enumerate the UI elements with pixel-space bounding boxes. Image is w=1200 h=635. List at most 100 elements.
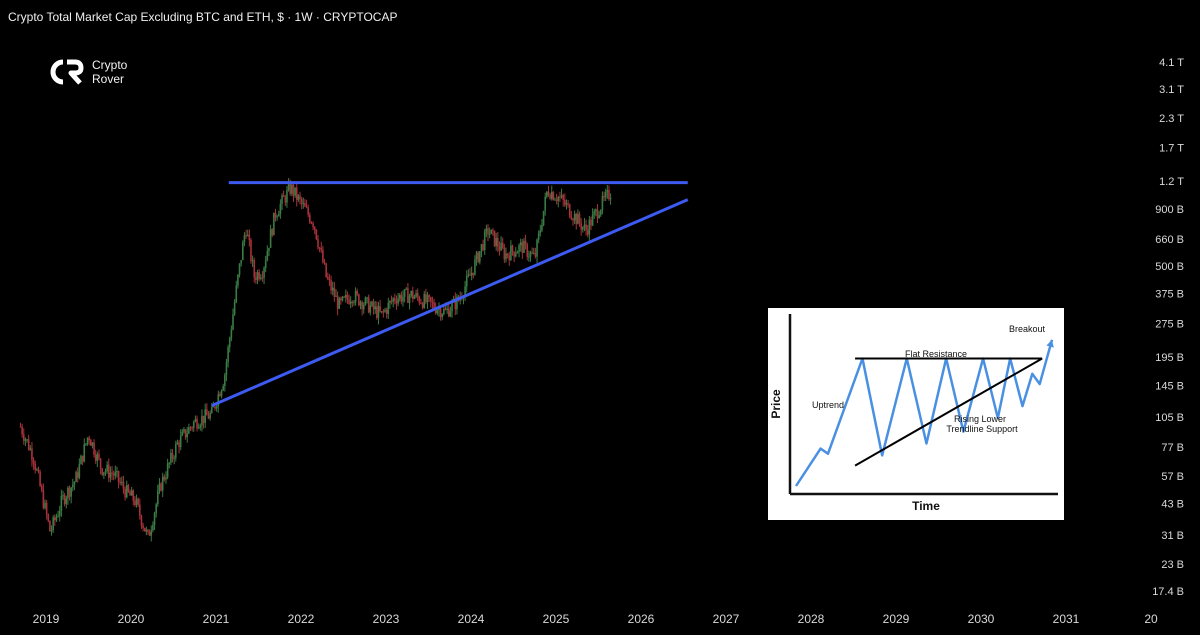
candle-body bbox=[534, 253, 537, 257]
candle-body bbox=[362, 304, 365, 310]
candle-body bbox=[555, 199, 558, 201]
candle-body bbox=[44, 502, 46, 508]
candle-body bbox=[111, 472, 113, 475]
candle-body bbox=[147, 529, 149, 533]
x-tick-label: 2029 bbox=[883, 612, 910, 626]
candle-body bbox=[402, 296, 404, 302]
candle-body bbox=[426, 295, 429, 303]
candle-body bbox=[469, 274, 471, 276]
candle-body bbox=[564, 199, 566, 205]
candle-body bbox=[158, 483, 161, 492]
candle-body bbox=[400, 294, 403, 302]
candle-body bbox=[428, 295, 430, 298]
y-tick-label: 195 B bbox=[1155, 352, 1184, 364]
trendline bbox=[211, 198, 689, 407]
candle-body bbox=[421, 303, 424, 308]
candle-body bbox=[253, 260, 256, 278]
brand-logo: Crypto Rover bbox=[48, 58, 127, 86]
candle-body bbox=[591, 214, 594, 226]
candle-body bbox=[263, 267, 265, 278]
x-tick-label: 2031 bbox=[1053, 612, 1080, 626]
candle-body bbox=[338, 298, 341, 309]
candle-body bbox=[217, 394, 220, 407]
candle-body bbox=[153, 513, 156, 526]
candle-body bbox=[487, 228, 489, 235]
candle-body bbox=[335, 295, 337, 297]
candle-body bbox=[264, 260, 267, 268]
candle-body bbox=[189, 427, 192, 429]
candle-body bbox=[327, 277, 329, 279]
candle-body bbox=[297, 195, 300, 200]
candle-body bbox=[50, 529, 53, 532]
candle-body bbox=[465, 275, 468, 287]
candle-body bbox=[575, 213, 578, 225]
candle-body bbox=[240, 260, 242, 264]
pattern-price-line bbox=[794, 339, 1054, 487]
y-tick-label: 275 B bbox=[1155, 319, 1184, 331]
candle-body bbox=[295, 187, 298, 200]
candle-body bbox=[588, 219, 591, 235]
candle-body bbox=[140, 515, 143, 526]
candle-body bbox=[143, 527, 146, 532]
candle-body bbox=[474, 259, 476, 275]
candle-body bbox=[454, 298, 457, 310]
candle-body bbox=[390, 300, 393, 302]
candle-body bbox=[313, 226, 316, 230]
candle-body bbox=[250, 240, 252, 262]
candle-body bbox=[160, 483, 162, 491]
candle-body bbox=[52, 517, 54, 530]
candle-body bbox=[554, 199, 556, 201]
candle-body bbox=[75, 472, 77, 483]
rising-support-label-2: Trendline Support bbox=[946, 424, 1018, 434]
candle-body bbox=[528, 256, 530, 258]
candle-body bbox=[224, 375, 226, 387]
candle-body bbox=[291, 184, 293, 194]
candle-body bbox=[568, 204, 571, 217]
candle-body bbox=[384, 309, 386, 312]
candle-body bbox=[340, 298, 342, 301]
candle-body bbox=[150, 530, 153, 536]
candle-body bbox=[63, 495, 66, 504]
candle-body bbox=[565, 203, 568, 205]
candle-body bbox=[447, 308, 450, 317]
candle-body bbox=[96, 453, 99, 461]
candle-body bbox=[206, 409, 208, 416]
candle-body bbox=[482, 244, 484, 250]
candle-body bbox=[299, 195, 301, 199]
candle-body bbox=[505, 253, 507, 260]
candle-body bbox=[315, 229, 318, 240]
y-tick-label: 500 B bbox=[1155, 261, 1184, 273]
candle-body bbox=[433, 302, 435, 309]
candle-body bbox=[215, 406, 218, 409]
candle-body bbox=[89, 439, 92, 446]
candle-body bbox=[282, 195, 285, 198]
candle-body bbox=[220, 390, 223, 397]
candle-body bbox=[344, 294, 347, 298]
candle-body bbox=[309, 214, 311, 223]
candle-body bbox=[152, 525, 154, 531]
candle-body bbox=[255, 277, 257, 280]
candle-body bbox=[103, 472, 105, 475]
candle-body bbox=[586, 230, 589, 235]
candle-body bbox=[29, 448, 32, 450]
candle-body bbox=[364, 297, 367, 305]
y-tick-label: 57 B bbox=[1161, 471, 1184, 483]
candle-body bbox=[328, 278, 331, 281]
candle-body bbox=[606, 189, 609, 193]
candle-body bbox=[124, 488, 126, 498]
candle-body bbox=[214, 406, 216, 409]
candle-body bbox=[480, 244, 483, 252]
candle-body bbox=[356, 291, 359, 295]
candle-body bbox=[225, 362, 228, 376]
candle-body bbox=[572, 219, 574, 221]
x-tick-label: 2023 bbox=[373, 612, 400, 626]
candle-body bbox=[582, 226, 584, 230]
candle-body bbox=[129, 491, 131, 496]
candle-body bbox=[269, 229, 272, 248]
candle-body bbox=[251, 260, 254, 262]
candle-body bbox=[238, 263, 241, 275]
candle-body bbox=[429, 297, 432, 302]
candle-body bbox=[578, 213, 581, 223]
candle-body bbox=[420, 302, 422, 304]
